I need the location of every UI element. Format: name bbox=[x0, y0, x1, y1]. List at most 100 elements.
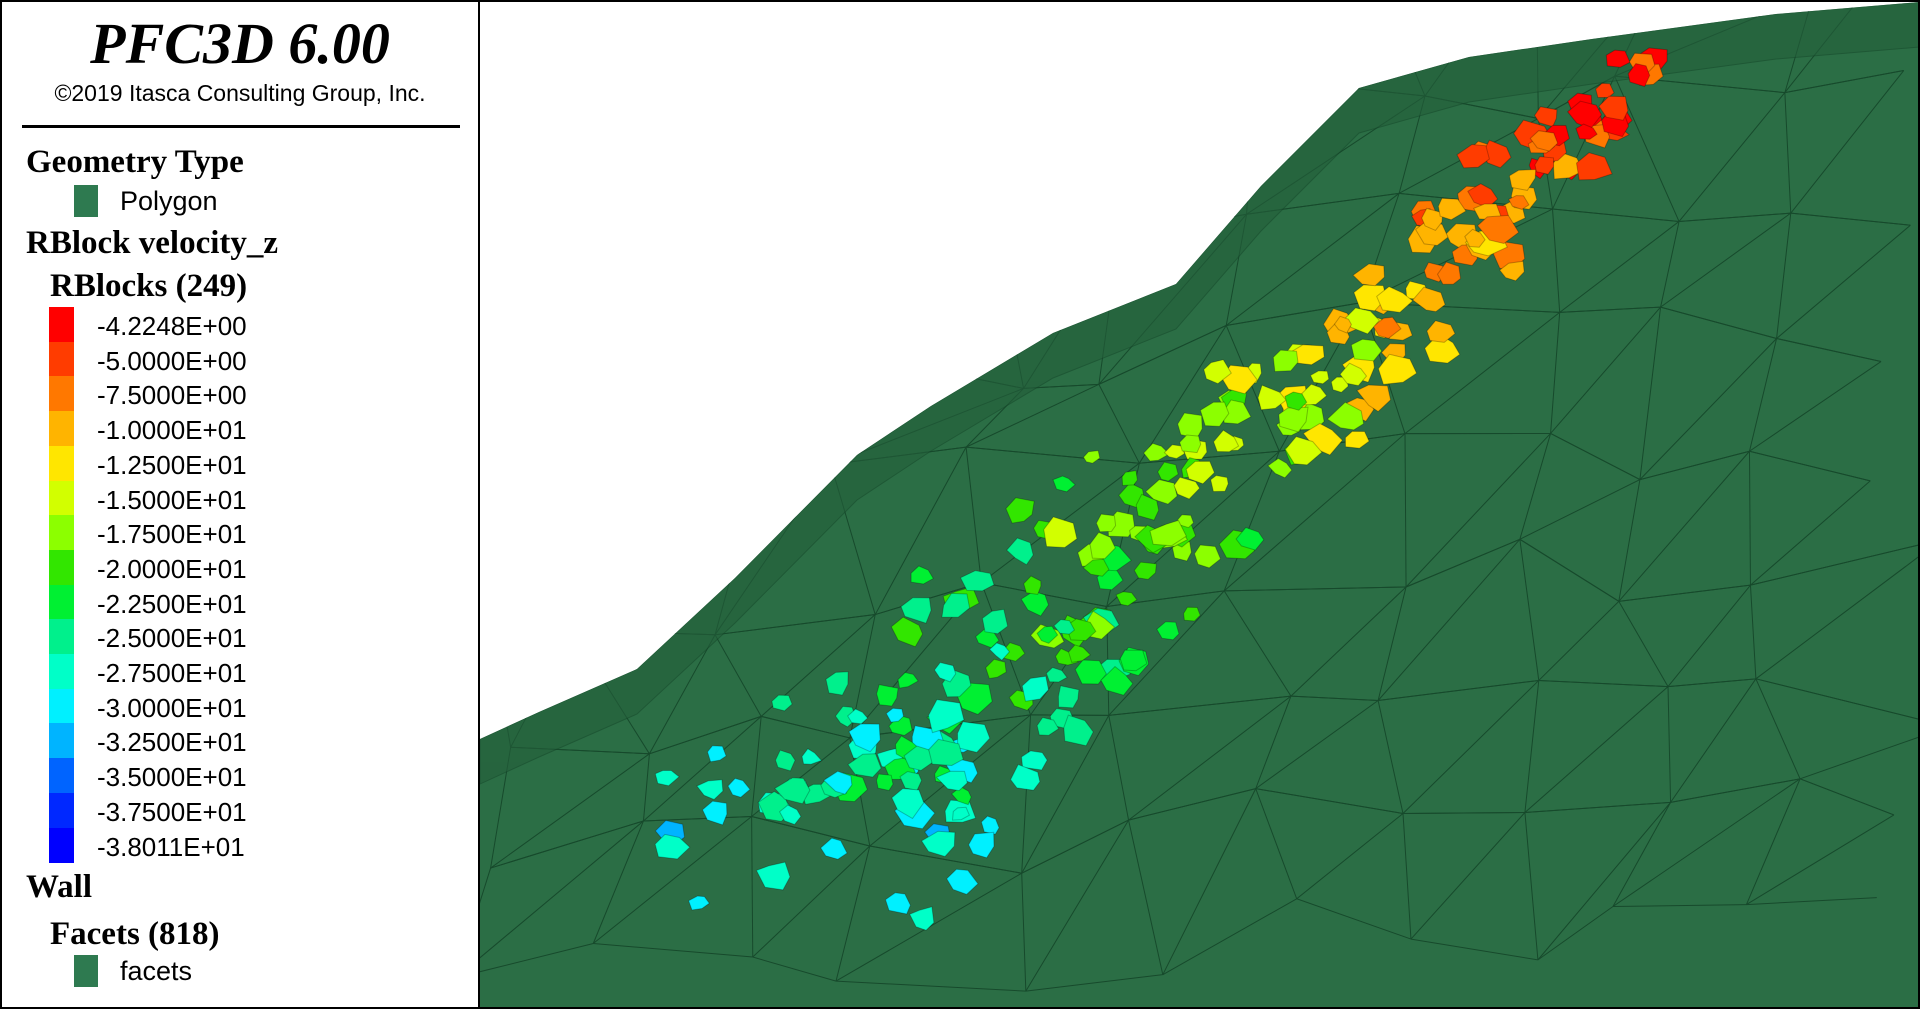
mesh-edge bbox=[490, 629, 572, 633]
rblock bbox=[1082, 558, 1110, 577]
swatch bbox=[74, 955, 98, 987]
mesh-edge bbox=[621, 126, 774, 152]
mesh-edge bbox=[1296, 898, 1412, 940]
mesh-edge bbox=[1253, 2, 1286, 78]
rblock bbox=[1575, 123, 1598, 140]
group-heading: RBlocks (249) bbox=[50, 268, 248, 304]
mesh-edge bbox=[752, 956, 837, 982]
rblock bbox=[1043, 516, 1078, 549]
mesh-edge bbox=[649, 715, 762, 755]
section-heading: RBlock velocity_z bbox=[26, 225, 279, 261]
scale-label: -7.5000E+00 bbox=[97, 380, 247, 411]
mesh-edge bbox=[1750, 539, 1918, 586]
mesh-edge bbox=[1559, 221, 1680, 313]
scale-swatch bbox=[49, 827, 74, 863]
mesh-edge bbox=[992, 107, 1103, 228]
mesh-edge bbox=[1639, 450, 1750, 481]
group-heading: Facets (818) bbox=[50, 916, 220, 952]
rblock bbox=[1036, 716, 1060, 736]
mesh-edge bbox=[1410, 812, 1526, 940]
rblock bbox=[951, 806, 971, 821]
mesh-edge bbox=[760, 463, 831, 467]
rblock bbox=[935, 770, 968, 792]
mesh-edge bbox=[1020, 4, 1145, 13]
mesh-edge bbox=[1225, 325, 1280, 452]
mesh-edge bbox=[870, 109, 1028, 219]
mesh-edge bbox=[830, 354, 857, 465]
mesh-edge bbox=[1799, 778, 1895, 816]
mesh-edge bbox=[599, 230, 754, 273]
rblock bbox=[927, 699, 965, 734]
mesh-edge bbox=[1784, 92, 1792, 214]
mesh-edge bbox=[1660, 212, 1792, 308]
mesh-edge bbox=[593, 943, 753, 958]
mesh-edge bbox=[1101, 107, 1120, 237]
model-view[interactable] bbox=[480, 0, 1920, 1009]
rblock bbox=[1476, 214, 1520, 245]
rblock bbox=[950, 786, 972, 806]
rblock bbox=[701, 800, 728, 826]
mesh-edge bbox=[1106, 450, 1280, 607]
rblock bbox=[981, 608, 1009, 635]
mesh-edge bbox=[1524, 812, 1539, 960]
rblock bbox=[1036, 625, 1059, 644]
scale-swatch bbox=[49, 515, 74, 551]
rblock bbox=[1210, 474, 1229, 493]
mesh-edge bbox=[642, 753, 650, 822]
mesh-edge bbox=[1102, 77, 1255, 109]
mesh-edge bbox=[1755, 678, 1918, 728]
rblock bbox=[1356, 384, 1392, 413]
mesh-edge bbox=[981, 582, 1107, 607]
mesh-edge bbox=[1670, 678, 1757, 803]
mesh-edge bbox=[1612, 904, 1747, 908]
rblock bbox=[1377, 353, 1418, 385]
rblock bbox=[1053, 618, 1076, 635]
mesh-edge bbox=[1618, 584, 1751, 602]
scale-label: -2.7500E+01 bbox=[97, 658, 247, 688]
rblock bbox=[774, 777, 811, 805]
mesh-edge bbox=[1225, 192, 1400, 326]
mesh-edge bbox=[1403, 811, 1525, 815]
swatch bbox=[74, 185, 98, 217]
mesh-edge bbox=[621, 3, 759, 128]
rblock bbox=[988, 642, 1011, 661]
rblock bbox=[1144, 479, 1178, 505]
scale-label: -1.5000E+01 bbox=[97, 484, 247, 515]
rblock bbox=[890, 616, 924, 648]
mesh-edge bbox=[1108, 715, 1130, 821]
rblock bbox=[1344, 430, 1370, 449]
mesh-edge bbox=[772, 110, 860, 152]
rblock bbox=[909, 906, 935, 931]
mesh-edge bbox=[1519, 539, 1540, 681]
rblock bbox=[884, 892, 911, 915]
section-heading: Geometry Type bbox=[26, 144, 244, 180]
mesh-edge bbox=[992, 226, 1120, 238]
mesh-edge bbox=[1552, 209, 1561, 313]
mesh-edge bbox=[515, 344, 627, 356]
scale-swatch bbox=[49, 654, 74, 690]
mesh-edge bbox=[510, 508, 641, 512]
terrain bbox=[480, 2, 1918, 1007]
mesh-edge bbox=[648, 634, 716, 755]
mesh-edge bbox=[1128, 788, 1256, 821]
mesh-edge bbox=[1128, 695, 1292, 821]
mesh-edge bbox=[1108, 695, 1292, 716]
mesh-edge bbox=[1639, 307, 1662, 480]
rblock bbox=[848, 723, 881, 753]
mesh-edge bbox=[1021, 873, 1027, 992]
rblock bbox=[1063, 714, 1094, 747]
legend-item: Polygon bbox=[120, 186, 218, 216]
rblock bbox=[1133, 561, 1157, 580]
rblock bbox=[1171, 540, 1192, 562]
mesh-edge bbox=[1678, 92, 1786, 222]
rblock bbox=[1598, 95, 1629, 121]
rblock bbox=[1005, 497, 1035, 524]
scale-label: -3.7500E+01 bbox=[97, 796, 247, 827]
rblock bbox=[1119, 649, 1148, 672]
mesh-edge bbox=[1799, 726, 1918, 780]
mesh-edge bbox=[1524, 801, 1671, 813]
mesh-edge bbox=[640, 465, 762, 512]
rblock bbox=[900, 597, 932, 624]
mesh-edge bbox=[1255, 700, 1379, 790]
rblock bbox=[1121, 470, 1138, 487]
